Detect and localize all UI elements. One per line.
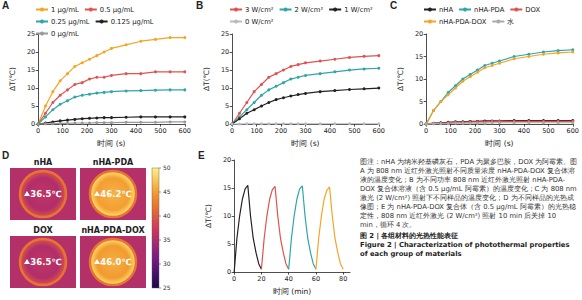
svg-text:20: 20 <box>223 156 231 164</box>
svg-text:15: 15 <box>221 66 229 74</box>
svg-text:25: 25 <box>221 30 229 38</box>
html-text:Figure 2 | Characterization of: Figure 2 | Characterization of photother… <box>360 241 570 258</box>
svg-text:5: 5 <box>225 102 229 110</box>
svg-text:20: 20 <box>257 275 265 283</box>
svg-text:0.125 μg/mL: 0.125 μg/mL <box>111 18 154 26</box>
svg-text:nHA: nHA <box>34 158 53 167</box>
svg-text:ΔT(℃): ΔT(℃) <box>396 67 405 91</box>
svg-text:2 W/cm²: 2 W/cm² <box>295 6 324 14</box>
svg-text:ΔT(℃): ΔT(℃) <box>8 67 17 91</box>
svg-text:100: 100 <box>56 127 68 135</box>
svg-text:40: 40 <box>163 212 171 219</box>
svg-text:36.5℃: 36.5℃ <box>30 257 61 267</box>
svg-text:50: 50 <box>163 164 171 171</box>
svg-text:nHA-PDA: nHA-PDA <box>474 6 505 14</box>
svg-text:5: 5 <box>227 240 231 248</box>
svg-text:nHA-PDA-DOX: nHA-PDA-DOX <box>81 226 145 235</box>
svg-text:500: 500 <box>348 127 360 135</box>
svg-text:20: 20 <box>415 30 423 38</box>
svg-text:10: 10 <box>27 84 35 92</box>
html-text:图 2 | 各组材料的光热性能表征: 图 2 | 各组材料的光热性能表征 <box>360 232 459 240</box>
svg-text:5: 5 <box>31 102 35 110</box>
svg-text:25: 25 <box>163 284 171 291</box>
html-text:D: D <box>2 150 10 161</box>
svg-text:35: 35 <box>163 236 171 243</box>
svg-text:400: 400 <box>130 127 142 135</box>
html-text:A: A <box>2 0 10 11</box>
svg-text:200: 200 <box>275 127 287 135</box>
svg-text:时间 (min): 时间 (min) <box>273 287 311 296</box>
svg-text:10: 10 <box>415 75 423 83</box>
svg-text:46.0℃: 46.0℃ <box>100 257 131 267</box>
svg-text:时间 (s): 时间 (s) <box>97 139 125 148</box>
svg-text:600: 600 <box>567 127 579 135</box>
svg-text:25: 25 <box>27 30 35 38</box>
svg-text:5: 5 <box>419 98 423 106</box>
svg-text:300: 300 <box>299 127 311 135</box>
svg-text:0 μg/mL: 0 μg/mL <box>51 30 79 38</box>
svg-text:10: 10 <box>221 84 229 92</box>
svg-text:DOX: DOX <box>525 6 540 14</box>
svg-text:0: 0 <box>31 120 35 128</box>
svg-text:400: 400 <box>324 127 336 135</box>
svg-text:30: 30 <box>163 260 171 267</box>
svg-text:时间 (s): 时间 (s) <box>485 139 513 148</box>
svg-text:500: 500 <box>542 127 554 135</box>
svg-text:200: 200 <box>469 127 481 135</box>
svg-text:3 W/cm²: 3 W/cm² <box>245 6 274 14</box>
svg-text:0.25 μg/mL: 0.25 μg/mL <box>51 18 90 26</box>
svg-text:15: 15 <box>223 184 231 192</box>
svg-text:300: 300 <box>105 127 117 135</box>
svg-text:0: 0 <box>424 127 428 135</box>
svg-text:0: 0 <box>232 275 236 283</box>
svg-text:100: 100 <box>250 127 262 135</box>
svg-text:1 μg/mL: 1 μg/mL <box>51 6 79 14</box>
svg-text:20: 20 <box>221 48 229 56</box>
svg-text:nHA: nHA <box>439 6 453 14</box>
svg-text:0: 0 <box>419 120 423 128</box>
svg-text:40: 40 <box>285 275 293 283</box>
svg-text:200: 200 <box>81 127 93 135</box>
html-text:B: B <box>196 0 204 11</box>
svg-text:0: 0 <box>227 268 231 276</box>
svg-text:ΔT(℃): ΔT(℃) <box>204 204 213 228</box>
svg-text:45: 45 <box>163 188 171 195</box>
svg-text:15: 15 <box>415 53 423 61</box>
svg-text:600: 600 <box>373 127 385 135</box>
svg-text:46.2℃: 46.2℃ <box>100 189 131 199</box>
html-text:E: E <box>198 150 205 161</box>
svg-text:水: 水 <box>507 18 514 26</box>
svg-text:1 W/cm²: 1 W/cm² <box>344 6 373 14</box>
svg-text:0.5 μg/mL: 0.5 μg/mL <box>100 6 135 14</box>
html-text:图注：nHA 为纳米羟基磷灰石，PDA 为聚多巴胺，DOX: 图注：nHA 为纳米羟基磷灰石，PDA 为聚多巴胺，DOX 为阿霉素。图 A 为… <box>360 158 578 229</box>
html-text:C: C <box>390 0 398 11</box>
svg-text:15: 15 <box>27 66 35 74</box>
svg-text:nHA-PDA: nHA-PDA <box>93 158 134 167</box>
svg-text:500: 500 <box>154 127 166 135</box>
svg-text:DOX: DOX <box>33 226 53 235</box>
svg-text:36.5℃: 36.5℃ <box>30 189 61 199</box>
svg-text:0 W/cm²: 0 W/cm² <box>245 18 274 26</box>
svg-text:20: 20 <box>27 48 35 56</box>
svg-text:nHA-PDA-DOX: nHA-PDA-DOX <box>439 18 487 26</box>
svg-text:80: 80 <box>339 275 347 283</box>
svg-text:100: 100 <box>444 127 456 135</box>
svg-text:0: 0 <box>225 120 229 128</box>
svg-text:10: 10 <box>223 212 231 220</box>
svg-text:0: 0 <box>36 127 40 135</box>
svg-text:60: 60 <box>312 275 320 283</box>
svg-text:400: 400 <box>518 127 530 135</box>
svg-text:0: 0 <box>230 127 234 135</box>
svg-text:时间 (s): 时间 (s) <box>291 139 319 148</box>
svg-text:600: 600 <box>179 127 191 135</box>
svg-text:ΔT(℃): ΔT(℃) <box>202 67 211 91</box>
svg-text:300: 300 <box>493 127 505 135</box>
